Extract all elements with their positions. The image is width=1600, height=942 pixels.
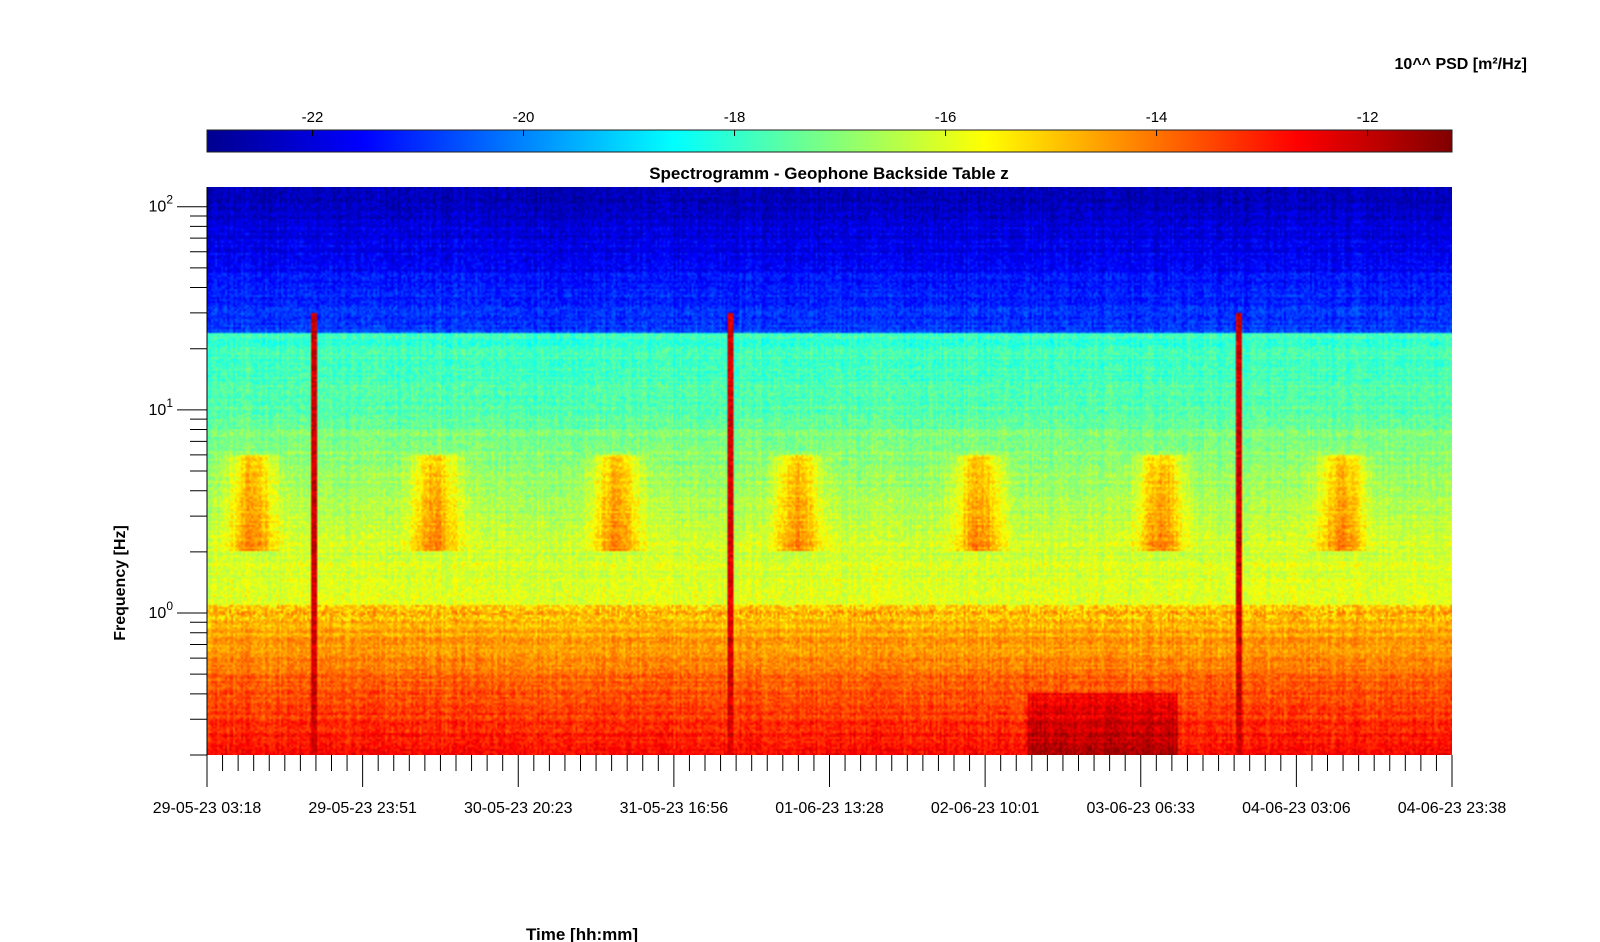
- colorbar: -22 -20 -18 -16 -14 -12: [206, 109, 1453, 153]
- chart-title: Spectrogramm - Geophone Backside Table z: [649, 164, 1009, 183]
- colorbar-gradient: [206, 129, 1453, 153]
- y-tick-label: 101: [149, 396, 174, 419]
- colorbar-tick-label: -20: [513, 109, 535, 126]
- y-tick-label: 100: [149, 599, 174, 622]
- x-tick-label: 03-06-23 06:33: [1086, 800, 1195, 817]
- x-tick-label: 31-05-23 16:56: [620, 800, 729, 817]
- colorbar-tick-label: -16: [935, 109, 957, 126]
- x-tick-label: 02-06-23 10:01: [931, 800, 1040, 817]
- y-axis-label: Frequency [Hz]: [112, 525, 129, 641]
- x-tick-label: 30-05-23 20:23: [464, 800, 573, 817]
- y-tick-label: 102: [149, 193, 174, 216]
- spectrogram-heatmap: [207, 187, 1452, 755]
- y-tick-exponent: 2: [166, 193, 173, 207]
- colorbar-tick-label: -22: [302, 109, 324, 126]
- x-axis-label: Time [hh:mm]: [526, 925, 638, 942]
- colorbar-tick-label: -14: [1146, 109, 1168, 126]
- colorbar-tick-label: -18: [724, 109, 746, 126]
- plot-area: [207, 187, 1452, 755]
- x-tick-label: 04-06-23 23:38: [1398, 800, 1507, 817]
- colorbar-label: 10^^ PSD [m²/Hz]: [1395, 56, 1527, 73]
- colorbar-tick-label: -12: [1357, 109, 1379, 126]
- x-tick-label: 29-05-23 03:18: [153, 800, 262, 817]
- x-axis: 29-05-23 03:18 29-05-23 23:51 30-05-23 20:…: [153, 755, 1507, 817]
- y-tick-exponent: 1: [166, 396, 173, 410]
- x-tick-label: 01-06-23 13:28: [775, 800, 884, 817]
- x-tick-label: 29-05-23 23:51: [308, 800, 417, 817]
- y-tick-exponent: 0: [166, 599, 173, 613]
- x-tick-label: 04-06-23 03:06: [1242, 800, 1351, 817]
